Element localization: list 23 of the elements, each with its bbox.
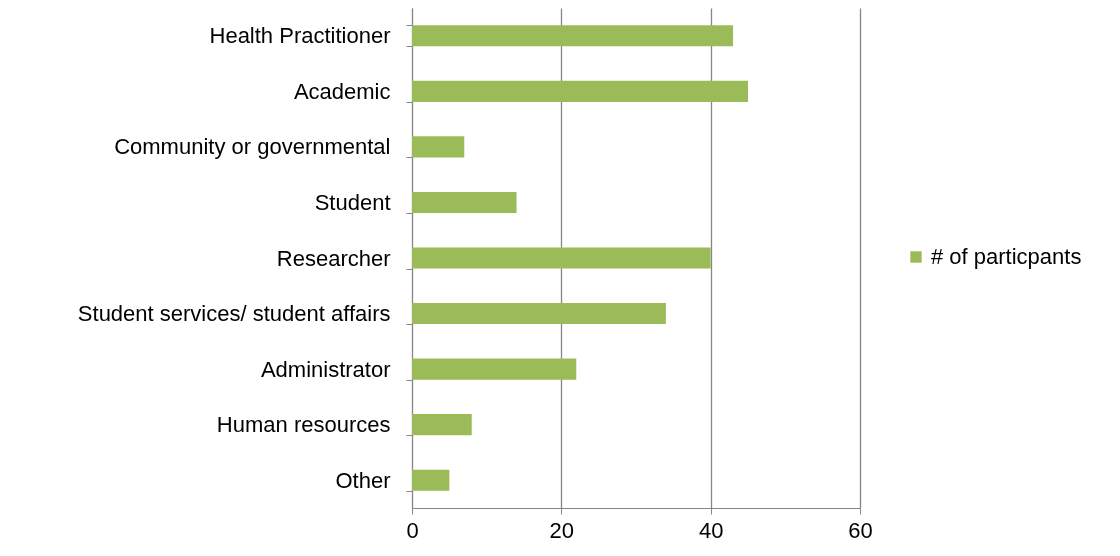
x-tick-label: 20 xyxy=(549,517,575,543)
x-tick-label: 0 xyxy=(406,517,419,543)
y-tick-label: Student services/ student affairs xyxy=(77,301,391,327)
bar xyxy=(412,414,472,436)
y-tick-label: Student xyxy=(314,189,391,215)
y-tick-label: Researcher xyxy=(276,245,391,271)
y-tick-label: Administrator xyxy=(260,356,391,382)
x-tick-label: 40 xyxy=(698,517,724,543)
bar xyxy=(412,469,450,491)
bar xyxy=(412,358,577,380)
bar xyxy=(412,80,748,102)
y-tick-label: Other xyxy=(335,467,391,493)
y-tick-label: Community or governmental xyxy=(114,134,391,160)
bar xyxy=(412,136,465,158)
bar xyxy=(412,247,711,269)
y-tick-label: Health Practitioner xyxy=(209,23,391,49)
bar xyxy=(412,191,517,213)
y-tick-label: Human resources xyxy=(216,412,391,438)
x-tick-label: 60 xyxy=(848,517,873,543)
legend-label: # of particpants xyxy=(931,244,1082,269)
bar xyxy=(412,303,666,325)
y-tick-label: Academic xyxy=(293,78,391,104)
bar xyxy=(412,25,734,47)
